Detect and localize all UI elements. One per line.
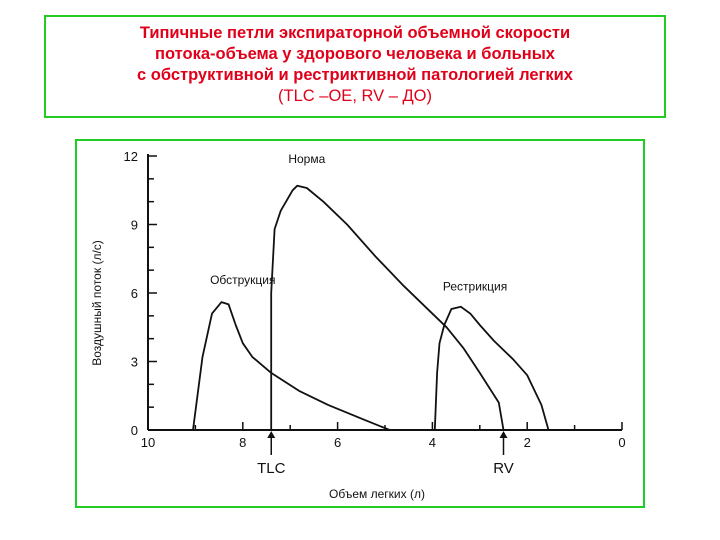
title-line-3: с обструктивной и рестриктивной патологи… bbox=[137, 66, 573, 84]
series-line bbox=[270, 184, 505, 431]
series-line bbox=[192, 301, 391, 431]
x-tick-label: 8 bbox=[239, 435, 246, 450]
x-tick-label: 0 bbox=[618, 435, 625, 450]
flow-volume-chart: 0 3 6 9 12 10 8 6 4 2 0 Объем легких (л) Воздушный п… bbox=[90, 149, 626, 501]
y-tick-label: 6 bbox=[131, 286, 138, 301]
x-tick-label: 10 bbox=[141, 435, 155, 450]
series-label: Рестрикция bbox=[443, 280, 507, 294]
x-tick-label: 2 bbox=[524, 435, 531, 450]
y-tick-label: 9 bbox=[131, 218, 138, 233]
marker-arrow-head bbox=[267, 431, 276, 438]
series-label: Обструкция bbox=[210, 273, 275, 287]
marker-label: RV bbox=[493, 460, 514, 477]
marker-arrow-head bbox=[499, 431, 508, 438]
y-tick-label: 12 bbox=[124, 149, 138, 164]
x-tick-label: 4 bbox=[429, 435, 436, 450]
y-axis-label: Воздушный поток (л/с) bbox=[90, 240, 104, 366]
y-tick-label: 0 bbox=[131, 423, 138, 438]
chart-frame: 0 3 6 9 12 10 8 6 4 2 0 Объем легких (л) Воздушный п… bbox=[75, 139, 645, 508]
marker-label: TLC bbox=[257, 460, 286, 477]
title-line-2: потока-объема у здорового человека и бол… bbox=[155, 45, 555, 63]
series-label: Норма bbox=[288, 152, 325, 166]
title-line-1: Типичные петли экспираторной объемной ск… bbox=[139, 24, 571, 42]
series-line bbox=[433, 305, 550, 431]
title-box: Типичные петли экспираторной объемной ск… bbox=[44, 15, 666, 118]
x-axis-label: Объем легких (л) bbox=[329, 487, 425, 501]
x-tick-label: 6 bbox=[334, 435, 341, 450]
title-line-4: (TLC –ОЕ, RV – ДО) bbox=[278, 87, 432, 105]
y-tick-label: 3 bbox=[131, 355, 138, 370]
